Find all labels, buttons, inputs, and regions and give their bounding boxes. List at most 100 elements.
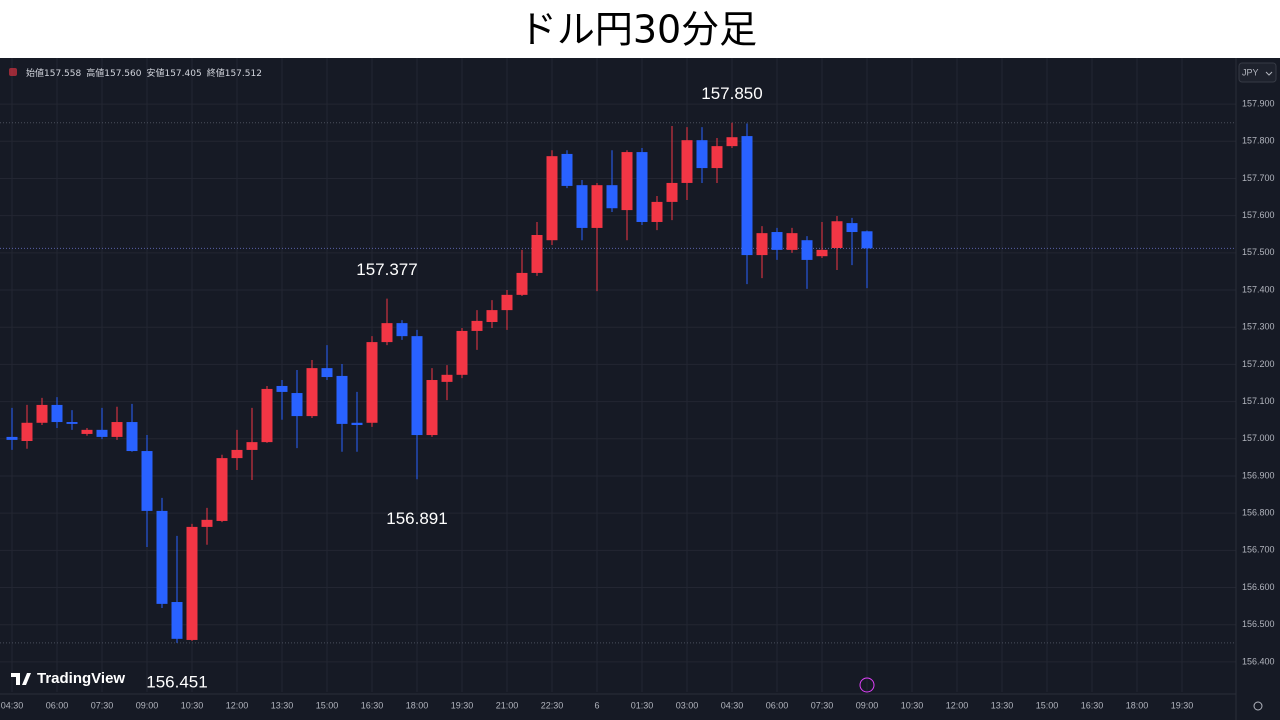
x-tick-label: 04:30 bbox=[721, 700, 744, 710]
candle-body bbox=[471, 320, 483, 331]
x-tick-label: 12:00 bbox=[226, 700, 249, 710]
candle-body bbox=[21, 422, 33, 442]
candle-body bbox=[666, 182, 678, 202]
alert-icon[interactable] bbox=[859, 677, 875, 693]
y-tick-label: 156.500 bbox=[1242, 619, 1275, 629]
price-axis-panel bbox=[1236, 58, 1280, 720]
title-banner bbox=[0, 0, 1280, 58]
tradingview-logo: TradingView bbox=[11, 670, 125, 687]
candle-body bbox=[861, 231, 873, 249]
y-tick-label: 156.700 bbox=[1242, 545, 1275, 555]
settings-icon[interactable] bbox=[1253, 701, 1263, 711]
ohlc-header: 始値157.558 高値157.560 安値157.405 終値157.512 bbox=[26, 67, 262, 79]
y-tick-label: 157.600 bbox=[1242, 210, 1275, 220]
candle-body bbox=[741, 136, 753, 256]
y-tick-label: 157.500 bbox=[1242, 247, 1275, 257]
y-tick-label: 156.900 bbox=[1242, 470, 1275, 480]
candle-body bbox=[66, 422, 78, 424]
x-tick-label: 10:30 bbox=[901, 700, 924, 710]
x-tick-label: 09:00 bbox=[136, 700, 159, 710]
candle-body bbox=[456, 330, 468, 375]
candle-body bbox=[726, 137, 738, 147]
x-tick-label: 13:30 bbox=[991, 700, 1014, 710]
candle-body bbox=[276, 385, 288, 392]
candle-body bbox=[756, 233, 768, 256]
candle-body bbox=[636, 152, 648, 222]
candle-body bbox=[441, 374, 453, 382]
x-tick-label: 18:00 bbox=[1126, 700, 1149, 710]
candle-body bbox=[351, 422, 363, 426]
currency-label[interactable]: JPY bbox=[1242, 67, 1259, 77]
x-tick-label: 10:30 bbox=[181, 700, 204, 710]
x-tick-label: 04:30 bbox=[1, 700, 24, 710]
y-tick-label: 157.300 bbox=[1242, 322, 1275, 332]
candle-body bbox=[36, 404, 48, 423]
candle-body bbox=[816, 249, 828, 257]
candle-body bbox=[771, 232, 783, 250]
candle-body bbox=[606, 185, 618, 209]
y-tick-label: 156.800 bbox=[1242, 508, 1275, 518]
low-label: 156.451 bbox=[146, 672, 207, 691]
candle-body bbox=[201, 519, 213, 527]
candle-body bbox=[111, 422, 123, 437]
x-tick-label: 12:00 bbox=[946, 700, 969, 710]
candle-body bbox=[366, 342, 378, 423]
header-name: 安値 bbox=[146, 67, 164, 79]
x-tick-label: 21:00 bbox=[496, 700, 519, 710]
y-tick-label: 157.000 bbox=[1242, 433, 1275, 443]
candle-body bbox=[411, 336, 423, 436]
high-label: 157.377 bbox=[356, 260, 417, 279]
y-tick-label: 156.400 bbox=[1242, 656, 1275, 666]
candle-body bbox=[216, 458, 228, 521]
candle-body bbox=[426, 380, 438, 436]
x-tick-label: 01:30 bbox=[631, 700, 654, 710]
candle-body bbox=[306, 368, 318, 417]
header-name: 高値 bbox=[86, 67, 104, 79]
candle-body bbox=[96, 429, 108, 437]
y-tick-label: 157.200 bbox=[1242, 359, 1275, 369]
x-tick-label: 16:30 bbox=[361, 700, 384, 710]
y-tick-label: 156.600 bbox=[1242, 582, 1275, 592]
x-tick-label: 03:00 bbox=[676, 700, 699, 710]
x-tick-label: 19:30 bbox=[451, 700, 474, 710]
x-tick-label: 07:30 bbox=[91, 700, 114, 710]
header-value: 157.558 bbox=[44, 69, 81, 79]
candle-body bbox=[846, 223, 858, 233]
candle-body bbox=[186, 526, 198, 640]
axes: 156.400 156.500 156.600 156.700 156.800 156.9… bbox=[1, 98, 1275, 710]
x-tick-label: 16:30 bbox=[1081, 700, 1104, 710]
candle-body bbox=[711, 146, 723, 169]
x-tick-label: 18:00 bbox=[406, 700, 429, 710]
candle-body bbox=[576, 185, 588, 228]
candle-body bbox=[336, 375, 348, 424]
candle-body bbox=[321, 368, 333, 378]
candle-body bbox=[531, 234, 543, 273]
x-tick-label: 15:00 bbox=[316, 700, 339, 710]
candle-body bbox=[831, 221, 843, 249]
x-tick-label: 6 bbox=[594, 700, 599, 710]
candle-body bbox=[6, 436, 18, 440]
candle-body bbox=[516, 272, 528, 295]
candle-body bbox=[621, 152, 633, 211]
logo-mark bbox=[11, 673, 31, 685]
candle-body bbox=[51, 404, 63, 423]
candle-body bbox=[591, 185, 603, 228]
header-value: 157.560 bbox=[104, 69, 141, 79]
x-tick-label: 19:30 bbox=[1171, 700, 1194, 710]
x-tick-label: 13:30 bbox=[271, 700, 294, 710]
x-tick-label: 07:30 bbox=[811, 700, 834, 710]
candle-body bbox=[231, 449, 243, 459]
header-value: 157.405 bbox=[164, 69, 201, 79]
candle-body bbox=[696, 140, 708, 169]
candle-body bbox=[786, 233, 798, 250]
currency-select[interactable] bbox=[1238, 62, 1277, 83]
y-tick-label: 157.800 bbox=[1242, 136, 1275, 146]
candle-body bbox=[486, 310, 498, 323]
candle-body bbox=[801, 240, 813, 260]
candle-body bbox=[546, 156, 558, 241]
candle-body bbox=[681, 140, 693, 183]
candle-body bbox=[126, 422, 138, 452]
x-tick-label: 15:00 bbox=[1036, 700, 1059, 710]
header-value: 157.512 bbox=[225, 69, 262, 79]
